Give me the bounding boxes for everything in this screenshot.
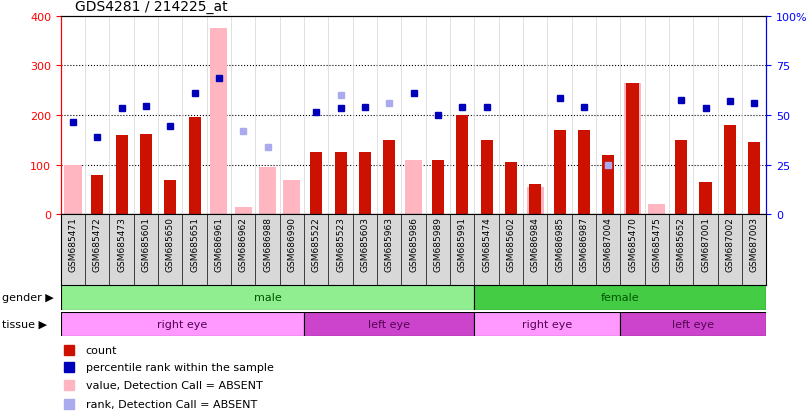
Text: GSM685651: GSM685651 — [190, 217, 200, 272]
Bar — [624, 83, 641, 215]
Bar — [61, 312, 304, 337]
Text: GSM685475: GSM685475 — [652, 217, 662, 272]
Bar — [529, 185, 541, 215]
Bar — [648, 205, 665, 215]
Text: GSM686988: GSM686988 — [263, 217, 272, 272]
Bar — [431, 160, 444, 215]
Text: count: count — [85, 345, 117, 355]
Text: GSM685472: GSM685472 — [92, 217, 102, 271]
Bar — [188, 118, 200, 215]
Text: GSM687004: GSM687004 — [603, 217, 613, 272]
Bar — [139, 135, 152, 215]
Text: GSM685471: GSM685471 — [68, 217, 78, 272]
Text: male: male — [254, 293, 281, 303]
Text: left eye: left eye — [672, 319, 714, 329]
Text: GSM686961: GSM686961 — [214, 217, 224, 272]
Text: rank, Detection Call = ABSENT: rank, Detection Call = ABSENT — [85, 399, 257, 409]
Bar — [620, 312, 766, 337]
Text: GSM686984: GSM686984 — [530, 217, 540, 272]
Text: GSM686987: GSM686987 — [579, 217, 589, 272]
Text: female: female — [601, 293, 640, 303]
Text: GSM686990: GSM686990 — [287, 217, 297, 272]
Text: GSM687001: GSM687001 — [701, 217, 710, 272]
Text: GSM685603: GSM685603 — [360, 217, 370, 272]
Bar — [64, 165, 81, 215]
Bar — [480, 140, 492, 215]
Bar — [526, 188, 543, 215]
Bar — [304, 312, 474, 337]
Bar — [456, 116, 469, 215]
Bar — [115, 135, 127, 215]
Bar — [405, 160, 422, 215]
Bar — [474, 285, 766, 311]
Bar — [334, 153, 347, 215]
Text: right eye: right eye — [522, 319, 573, 329]
Text: GSM685473: GSM685473 — [117, 217, 127, 272]
Text: GSM685991: GSM685991 — [457, 217, 467, 272]
Text: percentile rank within the sample: percentile rank within the sample — [85, 362, 273, 372]
Bar — [699, 183, 711, 215]
Bar — [61, 285, 474, 311]
Text: right eye: right eye — [157, 319, 208, 329]
Bar — [358, 153, 371, 215]
Text: GSM685963: GSM685963 — [384, 217, 394, 272]
Bar — [723, 126, 736, 215]
Text: GSM687002: GSM687002 — [725, 217, 735, 272]
Bar — [259, 168, 276, 215]
Bar — [474, 312, 620, 337]
Text: GSM686985: GSM686985 — [555, 217, 564, 272]
Text: GSM685989: GSM685989 — [433, 217, 443, 272]
Text: GSM685602: GSM685602 — [506, 217, 516, 272]
Text: GSM685601: GSM685601 — [141, 217, 151, 272]
Text: value, Detection Call = ABSENT: value, Detection Call = ABSENT — [85, 380, 262, 390]
Bar — [235, 207, 251, 215]
Text: GSM685474: GSM685474 — [482, 217, 491, 271]
Bar — [283, 180, 300, 215]
Bar — [91, 175, 103, 215]
Text: GSM685470: GSM685470 — [628, 217, 637, 272]
Text: GSM685650: GSM685650 — [165, 217, 175, 272]
Text: left eye: left eye — [368, 319, 410, 329]
Text: GSM685652: GSM685652 — [676, 217, 686, 272]
Bar — [748, 143, 760, 215]
Bar — [553, 131, 565, 215]
Bar — [577, 131, 590, 215]
Text: GDS4281 / 214225_at: GDS4281 / 214225_at — [75, 0, 228, 14]
Text: GSM685986: GSM685986 — [409, 217, 418, 272]
Bar — [211, 29, 227, 215]
Bar — [504, 163, 517, 215]
Bar — [626, 83, 638, 215]
Text: gender ▶: gender ▶ — [2, 293, 54, 303]
Text: GSM685523: GSM685523 — [336, 217, 345, 272]
Text: GSM685522: GSM685522 — [311, 217, 321, 271]
Bar — [164, 180, 176, 215]
Bar — [383, 140, 395, 215]
Bar — [310, 153, 322, 215]
Text: GSM687003: GSM687003 — [749, 217, 759, 272]
Text: GSM686962: GSM686962 — [238, 217, 248, 272]
Bar — [675, 140, 687, 215]
Bar — [602, 155, 614, 215]
Text: tissue ▶: tissue ▶ — [2, 319, 46, 329]
